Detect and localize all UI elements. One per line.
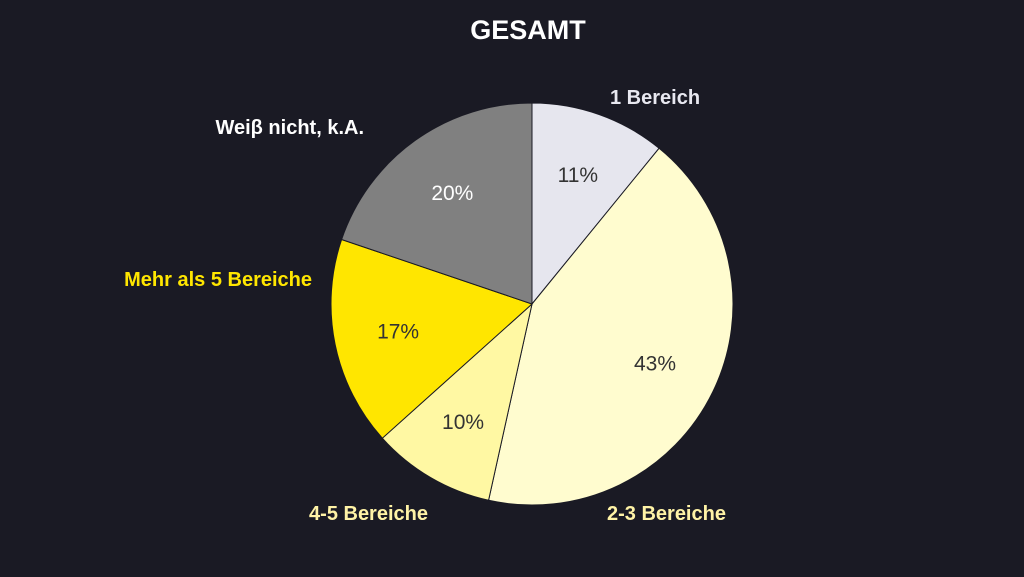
value-label-4-5-bereiche: 10% [442,411,484,434]
value-label-wei-nicht-k-a: 20% [431,182,473,205]
category-label-1-bereich: 1 Bereich [610,87,700,109]
pie-slice-mehr-als-5-bereiche [330,238,533,439]
pie-slice-wei-nicht-k-a [340,102,533,305]
pie-slices [330,102,734,506]
value-label-1-bereich: 11% [558,164,598,187]
pie-value-labels: 11% 43% 10% 17% 20% [377,164,676,434]
chart-title: GESAMT [470,15,586,45]
category-label-2-3-bereiche: 2-3 Bereiche [607,503,726,525]
category-label-4-5-bereiche: 4-5 Bereiche [309,503,428,525]
category-label-wei-nicht-k-a: Weiβ nicht, k.A. [215,117,364,139]
pie-slice-1-bereich [531,102,660,306]
category-label-mehr-als-5-bereiche: Mehr als 5 Bereiche [124,269,312,291]
pie-slice-4-5-bereiche [381,302,533,501]
pie-category-labels: 1 Bereich 2-3 Bereiche 4-5 Bereiche Mehr al… [124,87,726,525]
value-label-mehr-als-5-bereiche: 17% [377,320,419,343]
value-label-2-3-bereiche: 43% [634,353,676,376]
pie-slice-2-3-bereiche [487,147,734,506]
